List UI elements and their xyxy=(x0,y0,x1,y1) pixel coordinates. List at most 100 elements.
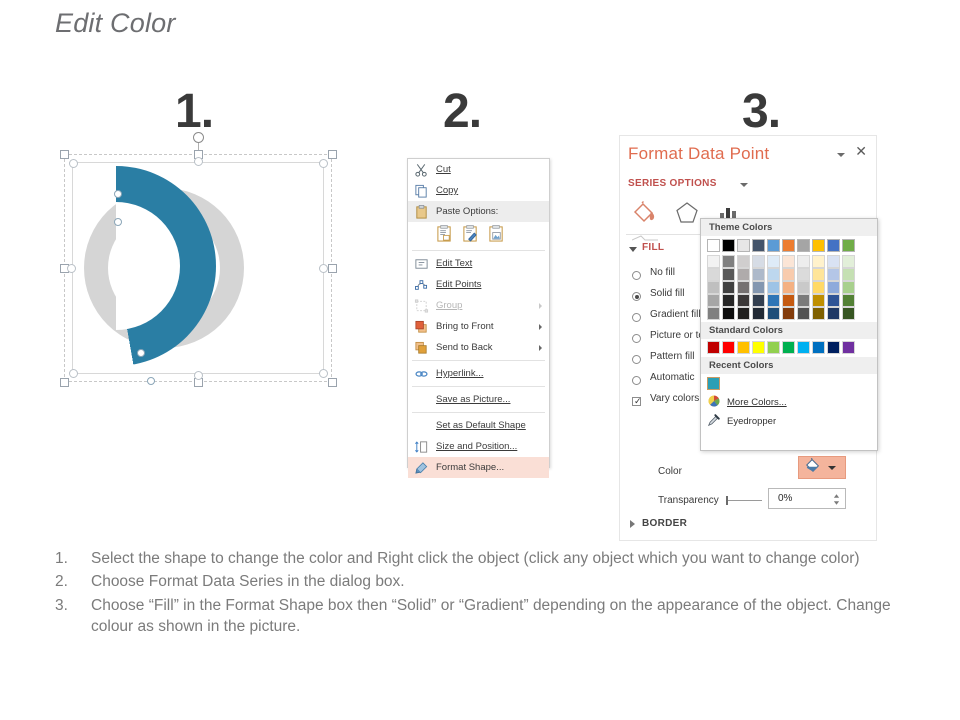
inner-handle-nw[interactable] xyxy=(69,159,78,168)
resize-handle-se[interactable] xyxy=(328,378,337,387)
swatch-theme[interactable] xyxy=(737,281,750,294)
swatch-theme[interactable] xyxy=(767,281,780,294)
menu-item-format-shape[interactable]: Format Shape... xyxy=(408,457,549,478)
segment-point-top-in[interactable] xyxy=(114,218,122,226)
swatch-theme[interactable] xyxy=(782,268,795,281)
swatch-standard[interactable] xyxy=(737,341,750,354)
inner-handle-n[interactable] xyxy=(194,157,203,166)
swatch-theme[interactable] xyxy=(707,281,720,294)
more-colors-item[interactable]: More Colors... xyxy=(701,393,877,412)
swatch-theme[interactable] xyxy=(827,281,840,294)
paste-keep-source-icon[interactable] xyxy=(436,224,453,246)
swatch-theme[interactable] xyxy=(842,255,855,268)
swatch-theme[interactable] xyxy=(812,281,825,294)
transparency-slider-handle[interactable] xyxy=(726,496,728,505)
swatch-theme[interactable] xyxy=(722,281,735,294)
menu-item-send-to-back[interactable]: Send to Back xyxy=(408,337,549,358)
label-vary-colors[interactable]: Vary colors by point xyxy=(650,393,738,404)
swatch-theme[interactable] xyxy=(767,255,780,268)
swatch-theme[interactable] xyxy=(782,294,795,307)
menu-item-size-and-position[interactable]: Size and Position... xyxy=(408,436,549,457)
menu-item-bring-to-front[interactable]: Bring to Front xyxy=(408,316,549,337)
swatch-theme[interactable] xyxy=(707,268,720,281)
swatch-theme[interactable] xyxy=(842,268,855,281)
swatch-standard[interactable] xyxy=(797,341,810,354)
swatch-theme[interactable] xyxy=(827,239,840,252)
swatch-standard[interactable] xyxy=(752,341,765,354)
transparency-slider-track[interactable] xyxy=(728,500,762,501)
paste-merge-icon[interactable] xyxy=(462,224,479,246)
radio-pattern-fill[interactable] xyxy=(632,355,641,364)
inner-handle-w[interactable] xyxy=(67,264,76,273)
swatch-theme[interactable] xyxy=(812,294,825,307)
label-solid-fill[interactable]: Solid fill xyxy=(650,288,685,299)
label-picture-fill[interactable]: Picture or texture fill xyxy=(650,330,739,341)
label-pattern-fill[interactable]: Pattern fill xyxy=(650,351,695,362)
swatch-theme[interactable] xyxy=(752,294,765,307)
fill-bucket-icon[interactable] xyxy=(630,198,660,228)
effects-pentagon-icon[interactable] xyxy=(672,198,702,228)
inner-handle-s[interactable] xyxy=(194,371,203,380)
donut-chart[interactable] xyxy=(84,166,289,385)
swatch-theme[interactable] xyxy=(812,307,825,320)
menu-item-save-as-picture[interactable]: Save as Picture... xyxy=(408,389,549,410)
menu-item-edit-points[interactable]: Edit Points xyxy=(408,274,549,295)
close-icon[interactable]: ✕ xyxy=(855,143,867,159)
swatch-theme[interactable] xyxy=(737,307,750,320)
segment-point-top[interactable] xyxy=(114,190,122,198)
transparency-spinner[interactable]: 0% xyxy=(768,488,846,509)
theme-colors-grid[interactable] xyxy=(701,236,877,322)
swatch-theme[interactable] xyxy=(782,255,795,268)
swatch-theme[interactable] xyxy=(827,294,840,307)
radio-solid-fill[interactable] xyxy=(632,292,641,301)
swatch-theme[interactable] xyxy=(722,307,735,320)
swatch-standard[interactable] xyxy=(827,341,840,354)
fill-section-header[interactable]: FILL xyxy=(642,242,665,253)
color-picker-flyout[interactable]: Theme Colors Standard Colors xyxy=(700,218,878,451)
swatch-theme[interactable] xyxy=(722,268,735,281)
border-expand-icon[interactable] xyxy=(630,520,635,528)
inner-handle-e[interactable] xyxy=(319,264,328,273)
chevron-down-icon[interactable] xyxy=(740,183,748,187)
menu-item-hyperlink[interactable]: Hyperlink... xyxy=(408,363,549,384)
swatch-theme[interactable] xyxy=(797,255,810,268)
resize-handle-sw[interactable] xyxy=(60,378,69,387)
swatch-theme[interactable] xyxy=(767,307,780,320)
pane-tab-row[interactable] xyxy=(630,198,860,241)
swatch-theme[interactable] xyxy=(812,268,825,281)
resize-handle-nw[interactable] xyxy=(60,150,69,159)
swatch-theme[interactable] xyxy=(797,281,810,294)
paste-picture-icon[interactable] xyxy=(488,224,505,246)
swatch-theme[interactable] xyxy=(782,307,795,320)
swatch-theme[interactable] xyxy=(827,268,840,281)
swatch-theme[interactable] xyxy=(842,281,855,294)
swatch-theme[interactable] xyxy=(737,255,750,268)
checkbox-vary-colors[interactable]: ✓ xyxy=(632,396,642,406)
swatch-standard[interactable] xyxy=(722,341,735,354)
swatch-theme[interactable] xyxy=(722,239,735,252)
swatch-theme[interactable] xyxy=(707,294,720,307)
swatch-theme[interactable] xyxy=(797,307,810,320)
swatch-theme[interactable] xyxy=(842,294,855,307)
resize-handle-e[interactable] xyxy=(328,264,337,273)
resize-handle-ne[interactable] xyxy=(328,150,337,159)
menu-item-paste-options[interactable]: Paste Options: xyxy=(408,201,549,222)
standard-colors-row[interactable] xyxy=(701,339,877,357)
swatch-theme[interactable] xyxy=(797,294,810,307)
recent-colors-row[interactable] xyxy=(701,374,877,393)
radio-no-fill[interactable] xyxy=(632,271,641,280)
swatch-theme[interactable] xyxy=(767,294,780,307)
swatch-theme[interactable] xyxy=(722,255,735,268)
swatch-standard[interactable] xyxy=(842,341,855,354)
swatch-recent[interactable] xyxy=(707,377,720,390)
swatch-theme[interactable] xyxy=(722,294,735,307)
swatch-theme[interactable] xyxy=(827,255,840,268)
swatch-theme[interactable] xyxy=(752,281,765,294)
swatch-theme[interactable] xyxy=(707,307,720,320)
inner-handle-ne[interactable] xyxy=(319,159,328,168)
swatch-standard[interactable] xyxy=(707,341,720,354)
inner-handle-sw[interactable] xyxy=(69,369,78,378)
paste-options-row[interactable] xyxy=(408,222,549,248)
swatch-standard[interactable] xyxy=(782,341,795,354)
segment-point-bot[interactable] xyxy=(147,377,155,385)
